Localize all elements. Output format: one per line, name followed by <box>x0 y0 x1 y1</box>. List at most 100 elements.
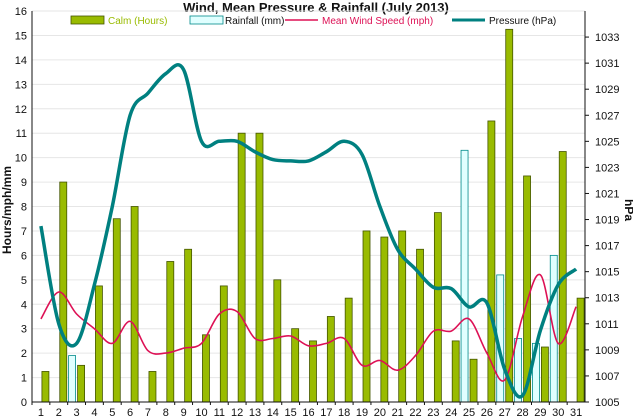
y-tick-label: 16 <box>15 6 27 18</box>
calm-bar <box>166 261 175 403</box>
calm-bar <box>505 28 514 403</box>
calm-bar <box>344 297 353 403</box>
y-tick-label: 13 <box>15 79 27 91</box>
x-tick-label: 30 <box>552 407 564 419</box>
y-axis-title: Hours/mph/mm <box>0 166 14 254</box>
y-tick-label: 1 <box>21 373 27 385</box>
y-tick-label: 14 <box>15 55 27 67</box>
x-tick-label: 26 <box>481 407 493 419</box>
y2-tick-label: 1017 <box>595 241 619 253</box>
calm-bar <box>41 371 50 403</box>
y2-tick-label: 1023 <box>595 162 619 174</box>
x-tick-label: 16 <box>302 407 314 419</box>
x-tick-label: 21 <box>392 407 404 419</box>
x-tick-label: 5 <box>109 407 115 419</box>
x-tick-label: 2 <box>56 407 62 419</box>
legend-pressure-label: Pressure (hPa) <box>489 16 556 27</box>
y2-tick-label: 1011 <box>595 319 619 331</box>
x-tick-label: 3 <box>74 407 80 419</box>
x-tick-label: 14 <box>267 407 279 419</box>
wind-speed-line <box>40 273 577 382</box>
legend-rainfall-label: Rainfall (mm) <box>225 16 284 27</box>
x-tick-label: 9 <box>181 407 187 419</box>
calm-bar <box>184 248 193 403</box>
y2-axis-title: hPa <box>622 199 633 221</box>
calm-bar <box>219 285 228 403</box>
y2-tick-label: 1013 <box>595 293 619 305</box>
rainfall-bar <box>68 355 76 403</box>
x-tick-label: 19 <box>356 407 368 419</box>
calm-bar <box>469 358 478 403</box>
y-tick-label: 6 <box>21 250 27 262</box>
x-tick-label: 6 <box>127 407 133 419</box>
y2-tick-label: 1025 <box>595 136 619 148</box>
calm-bar <box>433 212 442 403</box>
y-tick-label: 3 <box>21 324 27 336</box>
y2-tick-label: 1029 <box>595 84 619 96</box>
x-tick-label: 18 <box>338 407 350 419</box>
line-layer <box>39 63 578 399</box>
x-tick-label: 1 <box>38 407 44 419</box>
legend-rainfall-swatch <box>189 15 224 25</box>
calm-bar <box>541 346 549 403</box>
x-tick-label: 23 <box>427 407 439 419</box>
axis-layer: 0123456789101112131415161005100710091011… <box>15 6 620 419</box>
legend-calm-swatch <box>70 15 105 25</box>
y-tick-label: 11 <box>16 128 27 140</box>
x-tick-label: 12 <box>231 407 243 419</box>
calm-bar <box>112 218 121 403</box>
y2-tick-label: 1021 <box>595 188 619 200</box>
y-tick-label: 4 <box>21 299 27 311</box>
y-tick-label: 12 <box>15 104 27 116</box>
y-tick-label: 7 <box>21 226 27 238</box>
legend: Calm (Hours) Rainfall (mm) Mean Wind Spe… <box>70 15 556 27</box>
calm-bar <box>309 340 317 403</box>
x-tick-label: 8 <box>163 407 169 419</box>
chart-title: Wind, Mean Pressure & Rainfall (July 201… <box>183 0 449 15</box>
y2-tick-label: 1007 <box>595 371 619 383</box>
x-tick-label: 24 <box>445 407 457 419</box>
y2-tick-label: 1033 <box>595 32 619 44</box>
x-tick-label: 4 <box>91 407 97 419</box>
y-tick-label: 9 <box>21 177 27 189</box>
calm-bar <box>77 364 85 403</box>
y2-tick-label: 1015 <box>595 267 619 279</box>
legend-calm-label: Calm (Hours) <box>108 16 167 27</box>
calm-bar <box>362 230 371 403</box>
x-tick-label: 20 <box>374 407 386 419</box>
x-tick-label: 13 <box>249 407 261 419</box>
x-tick-label: 29 <box>534 407 546 419</box>
calm-bar <box>95 285 103 403</box>
y2-tick-label: 1031 <box>595 58 619 70</box>
calm-bar <box>237 132 246 403</box>
x-tick-label: 7 <box>145 407 151 419</box>
x-tick-label: 15 <box>285 407 297 419</box>
x-tick-label: 22 <box>409 407 421 419</box>
x-tick-label: 31 <box>570 407 582 419</box>
x-tick-label: 10 <box>195 407 207 419</box>
y-tick-label: 15 <box>15 30 27 42</box>
y-tick-label: 0 <box>21 397 27 409</box>
calm-bar <box>255 132 264 403</box>
x-tick-label: 17 <box>320 407 332 419</box>
calm-bar <box>576 297 585 403</box>
rainfall-bar <box>460 149 469 403</box>
calm-bar <box>148 371 157 403</box>
x-tick-label: 25 <box>463 407 475 419</box>
y2-tick-label: 1027 <box>595 110 619 122</box>
calm-bar <box>326 316 335 403</box>
y2-tick-label: 1005 <box>595 397 619 409</box>
x-tick-label: 11 <box>214 407 225 419</box>
pressure-line <box>39 63 578 399</box>
y2-tick-label: 1019 <box>595 215 619 227</box>
x-tick-label: 28 <box>516 407 528 419</box>
calm-bar <box>202 334 210 403</box>
y2-tick-label: 1009 <box>595 345 619 357</box>
calm-bar <box>273 279 282 403</box>
calm-bar <box>380 236 389 403</box>
y-tick-label: 2 <box>21 348 27 360</box>
y-tick-label: 5 <box>21 275 27 287</box>
y-tick-label: 8 <box>21 202 27 214</box>
calm-bar <box>451 340 460 403</box>
